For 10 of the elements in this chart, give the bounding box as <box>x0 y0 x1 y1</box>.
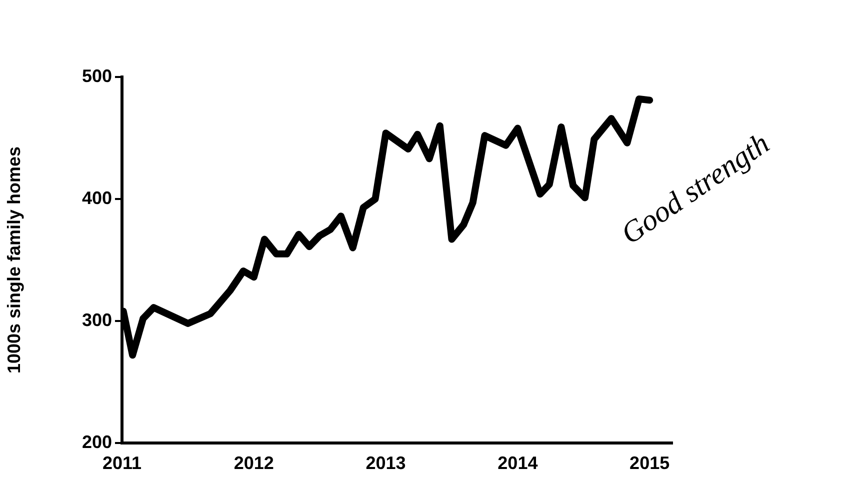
x-tick-label: 2012 <box>234 452 274 473</box>
x-tick-label: 2014 <box>498 452 538 473</box>
x-tick-label: 2013 <box>366 452 406 473</box>
x-tick-label: 2015 <box>630 452 670 473</box>
x-tick-label: 2011 <box>102 452 142 473</box>
y-tick-label: 200 <box>82 432 112 452</box>
y-tick-label: 300 <box>82 310 112 330</box>
y-tick-label: 500 <box>82 66 112 86</box>
y-tick-label: 400 <box>82 188 112 208</box>
y-axis-title: 1000s single family homes <box>4 146 24 374</box>
